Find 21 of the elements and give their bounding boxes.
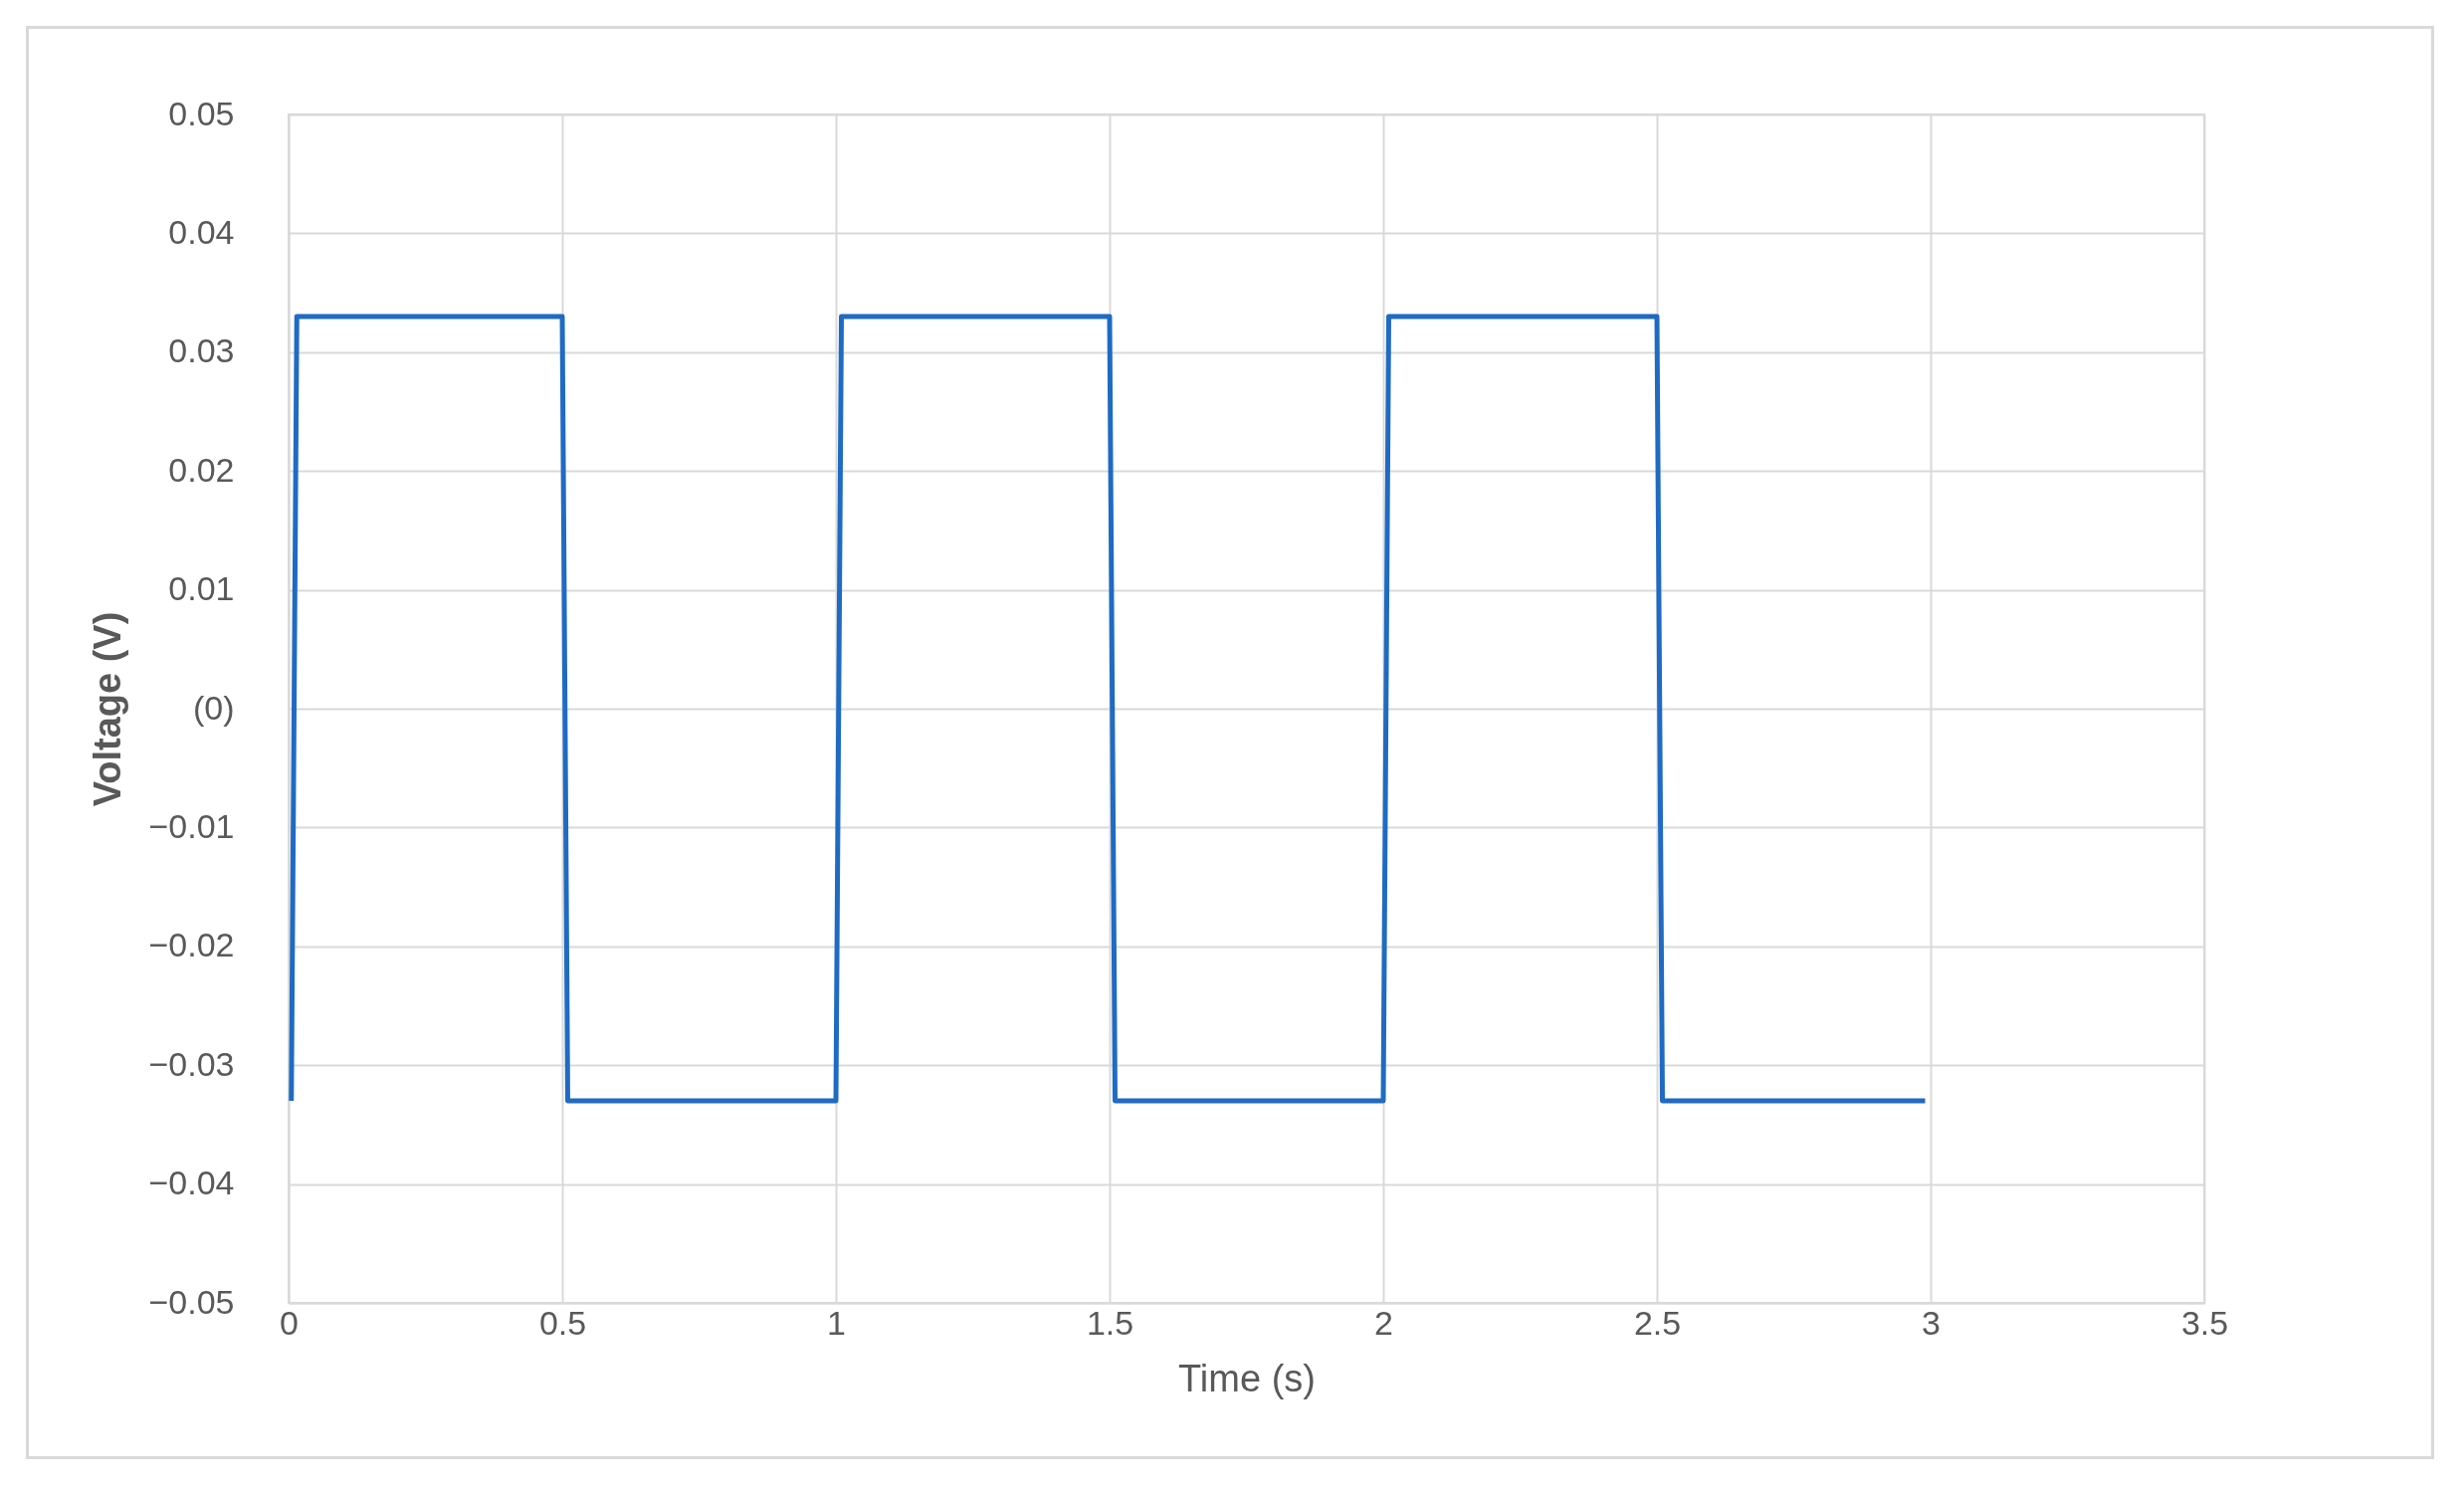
y-tick-label: 0.01 [168, 569, 235, 608]
x-tick-label: 0 [280, 1303, 299, 1342]
x-tick-label: 1 [827, 1303, 846, 1342]
x-axis-title: Time (s) [1178, 1357, 1316, 1399]
x-tick-label: 0.5 [538, 1303, 587, 1342]
y-axis-title: Voltage (V) [87, 611, 129, 807]
x-tick-label: 2.5 [1633, 1303, 1682, 1342]
y-tick-label: 0.05 [168, 94, 235, 132]
x-tick-label: 3 [1922, 1303, 1941, 1342]
y-tick-label: −0.05 [148, 1282, 235, 1321]
y-tick-label: (0) [192, 688, 235, 727]
y-tick-label: 0.04 [168, 212, 235, 251]
x-tick-label: 3.5 [2180, 1303, 2229, 1342]
x-tick-label: 2 [1374, 1303, 1393, 1342]
y-tick-label: −0.03 [148, 1044, 235, 1083]
y-tick-label: −0.01 [148, 806, 235, 845]
y-tick-label: −0.04 [148, 1164, 235, 1202]
y-tick-label: −0.02 [148, 926, 235, 964]
y-tick-label: 0.02 [168, 450, 235, 489]
y-tick-label: 0.03 [168, 331, 235, 370]
x-tick-label: 1.5 [1086, 1303, 1134, 1342]
